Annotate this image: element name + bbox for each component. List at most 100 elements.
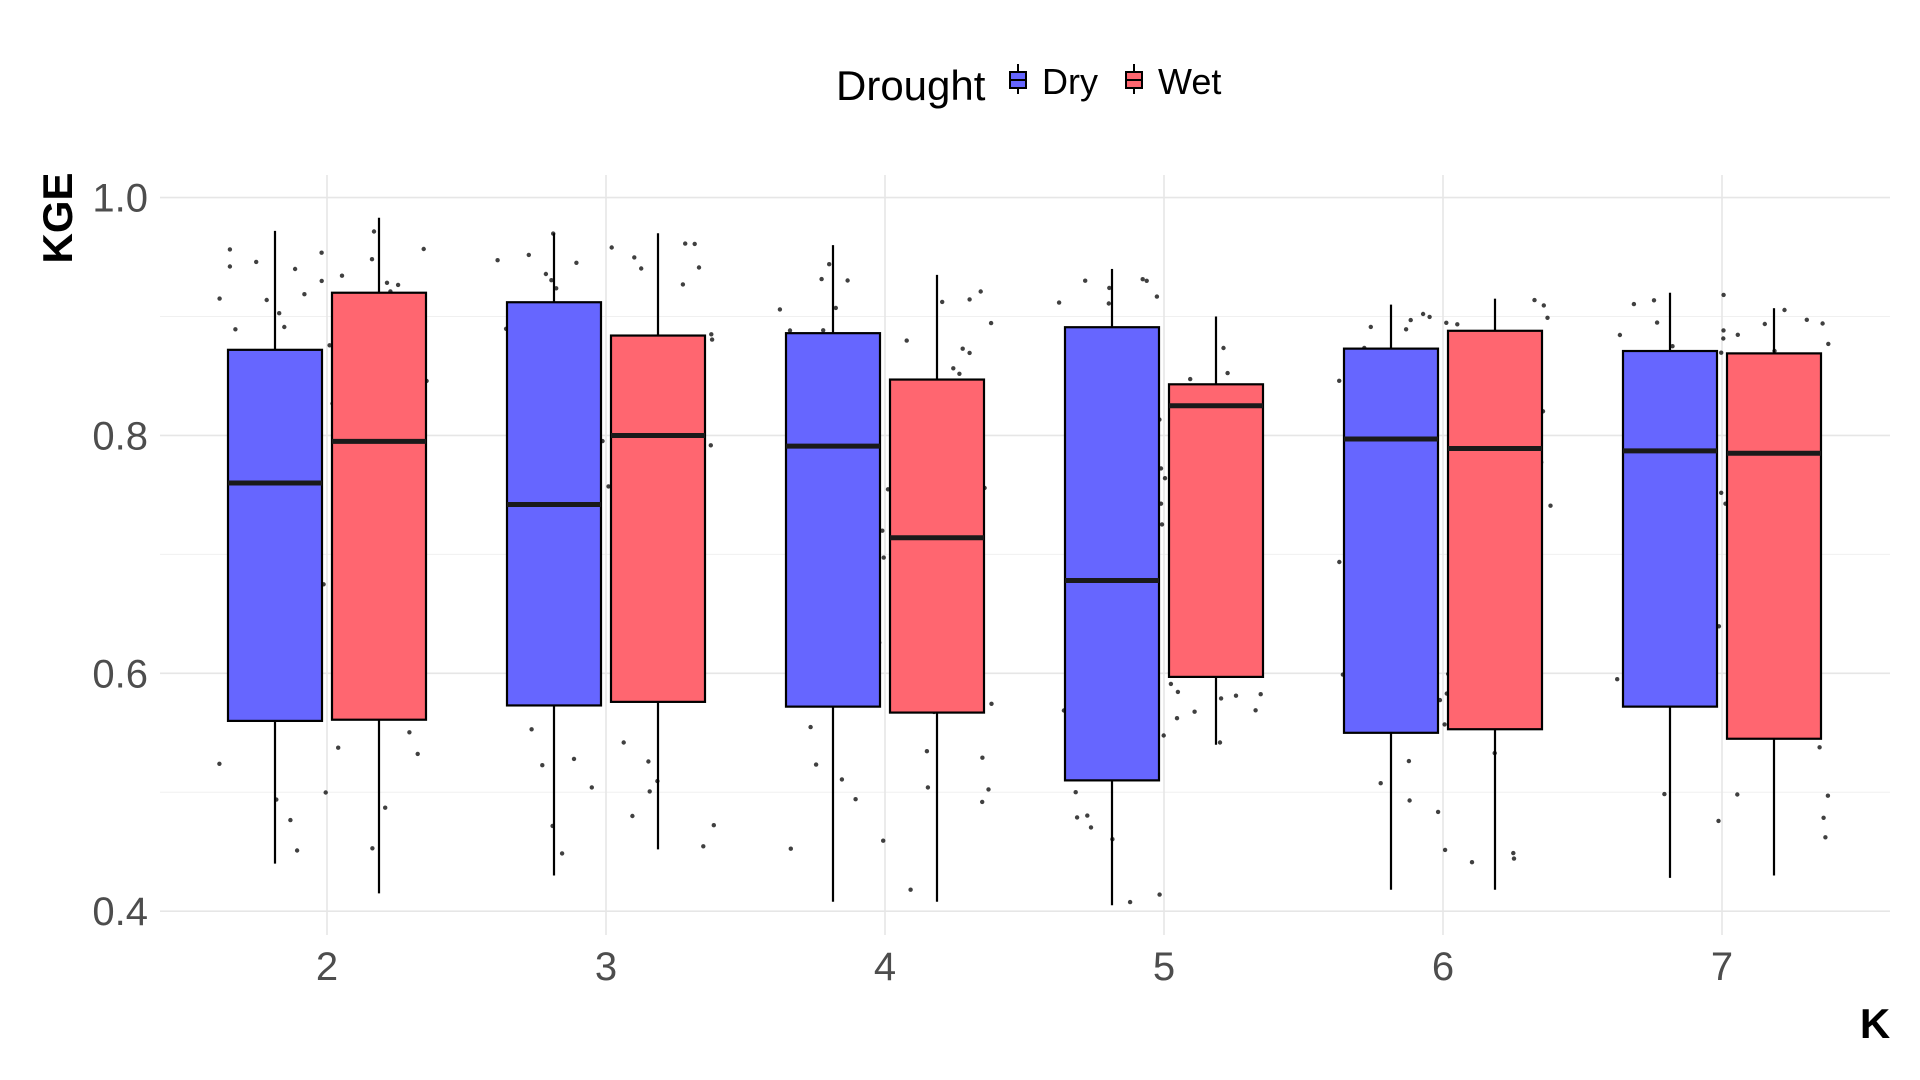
jitter-point [1721, 292, 1726, 298]
box-body [1621, 349, 1719, 708]
jitter-point [1407, 798, 1412, 803]
jitter-point [711, 823, 716, 828]
jitter-point [1368, 324, 1374, 330]
jitter-point [254, 259, 259, 265]
jitter-point [1817, 745, 1822, 750]
jitter-point [647, 789, 652, 794]
jitter-point [319, 278, 324, 284]
jitter-point [606, 484, 611, 489]
jitter-point [1378, 781, 1383, 786]
box-dry-k3 [505, 233, 603, 876]
jitter-point [395, 282, 401, 288]
jitter-point [233, 327, 238, 332]
jitter-point [1218, 696, 1224, 701]
box-body [1167, 383, 1265, 679]
jitter-point [370, 846, 375, 851]
jitter-point [1735, 332, 1741, 337]
jitter-point [1088, 825, 1094, 830]
jitter-point [1427, 314, 1432, 320]
box-dry-k2 [226, 230, 324, 864]
jitter-point [819, 276, 824, 282]
legend-label-dry: Dry [1042, 61, 1098, 102]
jitter-point [1548, 503, 1553, 508]
jitter-point [1168, 681, 1174, 687]
jitter-point [559, 851, 565, 856]
jitter-point [1444, 320, 1449, 325]
jitter-point [787, 328, 793, 333]
legend-key-dry: Dry [1009, 61, 1098, 102]
jitter-point [1545, 315, 1550, 320]
jitter-point [980, 799, 985, 805]
jitter-point [227, 264, 233, 269]
jitter-point [323, 790, 328, 795]
jitter-point [827, 262, 832, 267]
box-wet-k7 [1725, 308, 1823, 876]
box-body [330, 291, 428, 721]
jitter-point [1442, 847, 1448, 853]
jitter-point [709, 332, 714, 337]
jitter-point [924, 749, 930, 754]
jitter-point [1716, 818, 1721, 824]
box-wet-k5 [1167, 316, 1265, 745]
jitter-point [630, 813, 635, 819]
jitter-point [960, 346, 965, 351]
jitter-point [1175, 689, 1181, 695]
jitter-point [980, 755, 985, 760]
box-body [1063, 326, 1161, 782]
jitter-point [1823, 835, 1828, 840]
jitter-point [1821, 815, 1826, 820]
jitter-point [1782, 307, 1787, 313]
legend-title: Drought [836, 62, 986, 109]
jitter-point [1073, 790, 1078, 795]
jitter-point [1615, 677, 1620, 682]
jitter-point [1541, 303, 1547, 308]
jitter-point [1253, 708, 1258, 713]
legend: Drought Dry Wet [836, 61, 1221, 109]
jitter-point [967, 297, 972, 302]
jitter-point [339, 273, 345, 278]
jitter-point [302, 292, 307, 297]
x-tick-label: 3 [595, 945, 617, 989]
jitter-point [1337, 378, 1342, 383]
jitter-point [1162, 476, 1168, 481]
y-tick-label: 1.0 [92, 177, 148, 221]
jitter-point [415, 751, 420, 757]
y-tick-label: 0.8 [92, 414, 148, 458]
jitter-point [277, 311, 282, 316]
jitter-point [327, 343, 332, 348]
jitter-point [217, 296, 222, 301]
jitter-point [529, 727, 534, 732]
y-axis-title: KGE [34, 172, 81, 263]
jitter-point [881, 555, 886, 560]
jitter-point [908, 887, 913, 892]
jitter-point [589, 785, 594, 790]
jitter-point [1631, 301, 1637, 307]
jitter-point [571, 756, 577, 762]
jitter-point [1721, 328, 1726, 333]
jitter-point [788, 846, 793, 851]
jitter-point [1408, 317, 1413, 323]
box-dry-k7 [1621, 292, 1719, 878]
box-wet-k6 [1446, 298, 1544, 890]
jitter-point [621, 740, 626, 745]
jitter-point [1762, 321, 1768, 327]
jitter-point [369, 257, 375, 262]
jitter-point [1719, 350, 1724, 355]
jitter-point [1406, 758, 1412, 764]
jitter-point [526, 252, 531, 258]
box-dry-k4 [784, 245, 882, 902]
jitter-point [708, 443, 713, 448]
jitter-point [1511, 850, 1516, 856]
jitter-point [696, 265, 702, 270]
x-tick-label: 2 [316, 945, 338, 989]
jitter-point [701, 844, 706, 849]
jitter-point [264, 297, 269, 303]
jitter-point [294, 848, 300, 853]
jitter-point [881, 838, 886, 843]
box-body [226, 348, 324, 723]
jitter-point [383, 805, 388, 810]
x-tick-label: 5 [1153, 945, 1175, 989]
jitter-point [495, 258, 500, 263]
jitter-point [1221, 345, 1226, 351]
jitter-point [549, 278, 554, 283]
